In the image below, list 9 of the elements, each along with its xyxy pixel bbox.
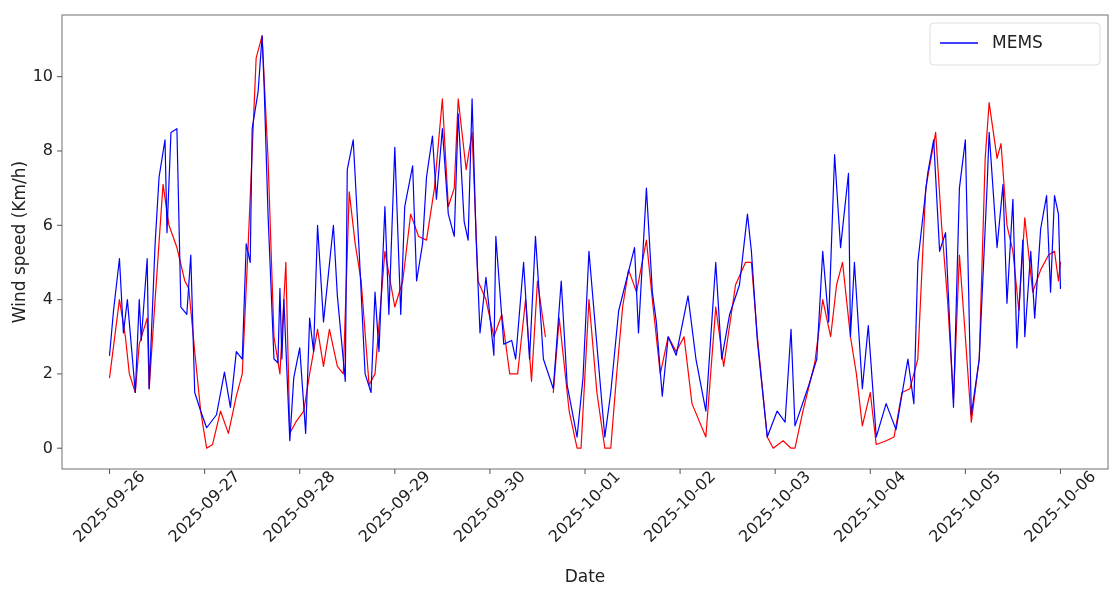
y-tick-label: 2 — [42, 363, 53, 383]
y-tick-label: 4 — [42, 289, 53, 309]
y-tick-label: 10 — [32, 66, 53, 86]
y-axis-title: Wind speed (Km/h) — [9, 160, 29, 324]
x-axis-title: Date — [564, 566, 606, 586]
y-tick-label: 8 — [42, 140, 53, 160]
y-tick-label: 0 — [42, 437, 53, 457]
y-tick-label: 6 — [42, 214, 53, 234]
legend-label: MEMS — [992, 32, 1043, 52]
